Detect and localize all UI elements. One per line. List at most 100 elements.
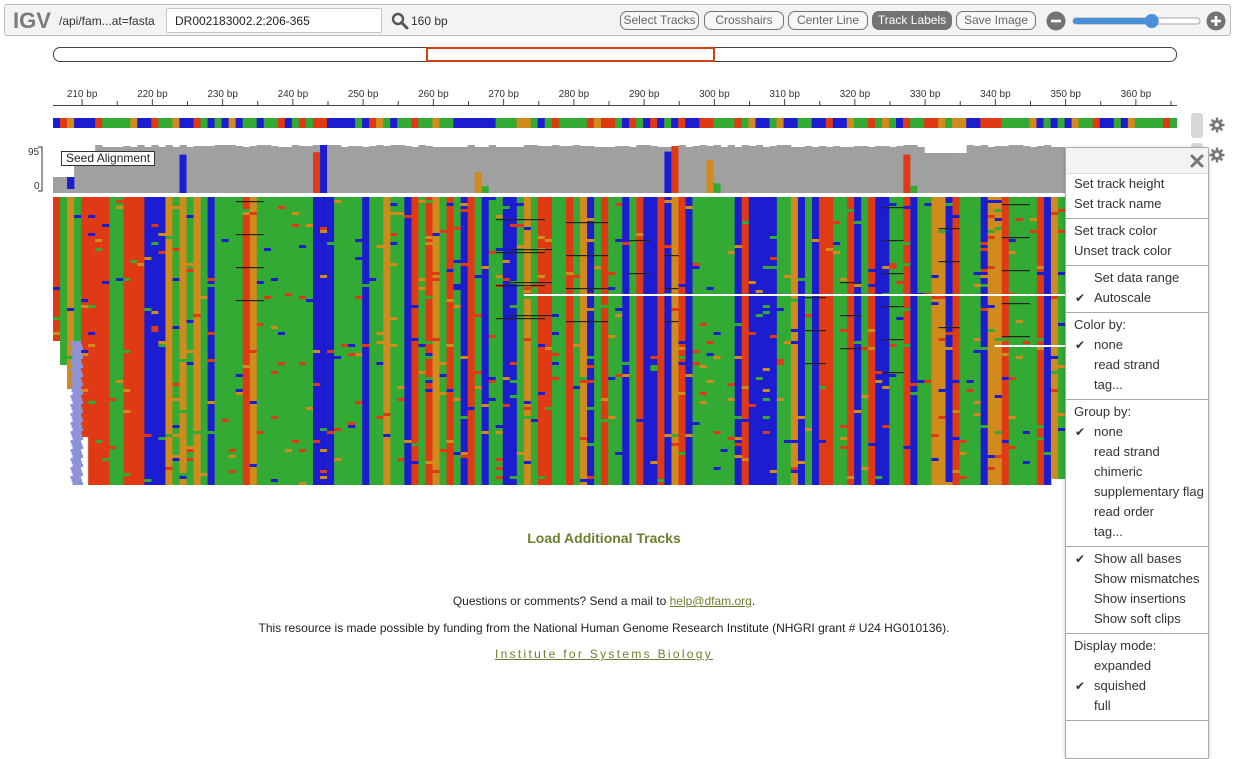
alignment-base: [383, 224, 390, 227]
alignment-base: [819, 272, 826, 275]
alignment-base: [236, 278, 243, 281]
alignment-base: [847, 251, 854, 254]
alignment-base: [123, 269, 130, 272]
alignment-base: [700, 281, 707, 284]
alignment-base: [81, 287, 88, 290]
alignment-base: [60, 284, 67, 287]
alignment-base: [770, 230, 777, 233]
alignment-base: [875, 263, 882, 266]
alignment-track[interactable]: [53, 197, 1065, 485]
alignment-base: [917, 203, 924, 206]
alignment-base: [967, 209, 974, 212]
alignment-base: [144, 245, 151, 248]
alignment-base: [440, 278, 447, 281]
crosshairs-button[interactable]: Crosshairs: [704, 11, 784, 30]
gear-icon[interactable]: [1209, 117, 1225, 133]
locus-search-input[interactable]: [166, 8, 382, 33]
alignment-base: [1030, 263, 1037, 266]
alignment-base: [390, 227, 397, 230]
alignment-base: [348, 281, 355, 284]
track-labels-button[interactable]: Track Labels: [872, 11, 952, 30]
alignment-base: [510, 233, 517, 236]
alignment-base: [1016, 254, 1023, 257]
alignment-base: [243, 248, 250, 251]
alignment-base: [622, 245, 629, 248]
alignment-base: [840, 251, 847, 254]
alignment-base: [700, 218, 707, 221]
alignment-base: [229, 275, 236, 278]
alignment-base: [629, 275, 636, 278]
coverage-track[interactable]: [53, 141, 1065, 193]
alignment-base: [60, 278, 67, 281]
alignment-base: [931, 218, 938, 221]
alignment-base: [95, 281, 102, 284]
alignment-base: [939, 221, 946, 224]
alignment-base: [236, 272, 243, 275]
zoom-out-icon[interactable]: [1046, 11, 1066, 31]
alignment-base: [278, 206, 285, 209]
alignment-base: [728, 221, 735, 224]
alignment-base: [327, 233, 334, 236]
alignment-base: [988, 218, 995, 221]
alignment-base: [222, 209, 229, 212]
alignment-base: [552, 245, 559, 248]
alignment-base: [524, 221, 531, 224]
alignment-base: [594, 290, 601, 293]
alignment-base: [559, 233, 566, 236]
alignment-base: [271, 287, 278, 290]
alignment-base: [664, 212, 671, 215]
zoom-slider[interactable]: [1072, 11, 1202, 31]
search-icon[interactable]: [391, 12, 409, 30]
alignment-base: [130, 206, 137, 209]
alignment-base: [770, 245, 777, 248]
alignment-base: [1009, 239, 1016, 242]
alignment-base: [1023, 284, 1030, 287]
alignment-base: [917, 227, 924, 230]
track-drag-handle[interactable]: [1191, 113, 1203, 138]
save-image-button[interactable]: Save Image: [956, 11, 1036, 30]
alignment-base: [461, 236, 468, 239]
coverage-bar: [229, 145, 236, 193]
center-line-button[interactable]: Center Line: [788, 11, 868, 30]
alignment-base: [60, 290, 67, 293]
alignment-base: [910, 230, 917, 233]
alignment-base: [236, 227, 243, 230]
alignment-base: [158, 206, 165, 209]
alignment-base: [531, 263, 538, 266]
alignment-base: [271, 224, 278, 227]
alignment-base: [95, 290, 102, 293]
alignment-base: [988, 263, 995, 266]
alignment-base: [1023, 248, 1030, 251]
alignment-base: [622, 224, 629, 227]
alignment-base: [896, 209, 903, 212]
alignment-base: [102, 272, 109, 275]
alignment-base: [299, 227, 306, 230]
zoom-in-icon[interactable]: [1206, 11, 1226, 31]
alignment-base: [60, 251, 67, 254]
alignment-base: [903, 215, 910, 218]
alignment-base: [81, 212, 88, 215]
alignment-base: [812, 278, 819, 281]
alignment-base: [278, 221, 285, 224]
alignment-base: [671, 227, 678, 230]
chromosome-ideogram[interactable]: [53, 47, 1177, 62]
alignment-base: [1058, 263, 1065, 266]
alignment-base: [847, 269, 854, 272]
alignment-base: [355, 281, 362, 284]
sequence-base: [369, 118, 376, 128]
alignment-base: [1030, 203, 1037, 206]
alignment-base: [404, 278, 411, 281]
coverage-bar: [657, 147, 664, 193]
gear-icon[interactable]: [1209, 147, 1225, 163]
alignment-base: [433, 242, 440, 245]
alignment-base: [116, 254, 123, 257]
alignment-base: [714, 242, 721, 245]
alignment-base: [503, 212, 510, 215]
alignment-base: [201, 206, 208, 209]
alignment-base: [425, 287, 432, 290]
alignment-base: [805, 278, 812, 281]
alignment-base: [538, 203, 545, 206]
alignment-base: [397, 233, 404, 236]
alignment-base: [376, 227, 383, 230]
select-tracks-button[interactable]: Select Tracks: [620, 11, 699, 30]
